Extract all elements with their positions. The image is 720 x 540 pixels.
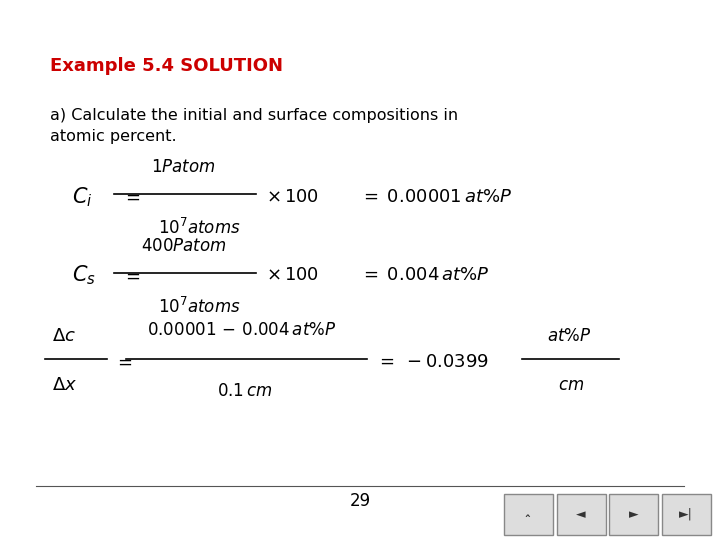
Text: $\Delta c$: $\Delta c$ [52,327,76,345]
Text: Example 5.4 SOLUTION: Example 5.4 SOLUTION [50,57,284,75]
Text: $\mathit{C}_i$: $\mathit{C}_i$ [72,185,93,209]
Text: $10^7\mathit{atoms}$: $10^7\mathit{atoms}$ [158,296,241,317]
Text: $\mathit{C}_s$: $\mathit{C}_s$ [72,264,96,287]
Text: $=\;0.004\,at\%P$: $=\;0.004\,at\%P$ [360,266,490,285]
Text: ◄: ◄ [576,508,586,521]
Text: 29: 29 [349,492,371,510]
FancyBboxPatch shape [557,494,606,535]
Text: $\Delta x$: $\Delta x$ [52,376,77,394]
Text: $0.00001\,-\,0.004\,at\%P$: $0.00001\,-\,0.004\,at\%P$ [147,321,336,340]
Text: ►|: ►| [679,508,693,521]
Text: a) Calculate the initial and surface compositions in
atomic percent.: a) Calculate the initial and surface com… [50,108,459,144]
Text: $\mathbf{\hat{}}$: $\mathbf{\hat{}}$ [525,508,532,521]
FancyBboxPatch shape [662,494,711,535]
Text: $=$: $=$ [114,353,132,371]
FancyBboxPatch shape [504,494,553,535]
FancyBboxPatch shape [609,494,658,535]
Text: ►: ► [629,508,639,521]
Text: $=\;-0.0399$: $=\;-0.0399$ [376,353,489,371]
Text: $=$: $=$ [122,188,141,206]
Text: $=$: $=$ [122,266,141,285]
Text: $at\%P$: $at\%P$ [546,327,591,345]
Text: $cm$: $cm$ [558,376,584,394]
Text: $1Patom$: $1Patom$ [151,158,216,177]
Text: $\times\,100$: $\times\,100$ [266,188,320,206]
Text: $10^7\mathit{atoms}$: $10^7\mathit{atoms}$ [158,218,241,239]
Text: $\times\,100$: $\times\,100$ [266,266,320,285]
Text: $=\;0.00001\,at\%P$: $=\;0.00001\,at\%P$ [360,188,513,206]
Text: $400Patom$: $400Patom$ [140,237,227,255]
Text: $0.1\,cm$: $0.1\,cm$ [217,382,272,401]
